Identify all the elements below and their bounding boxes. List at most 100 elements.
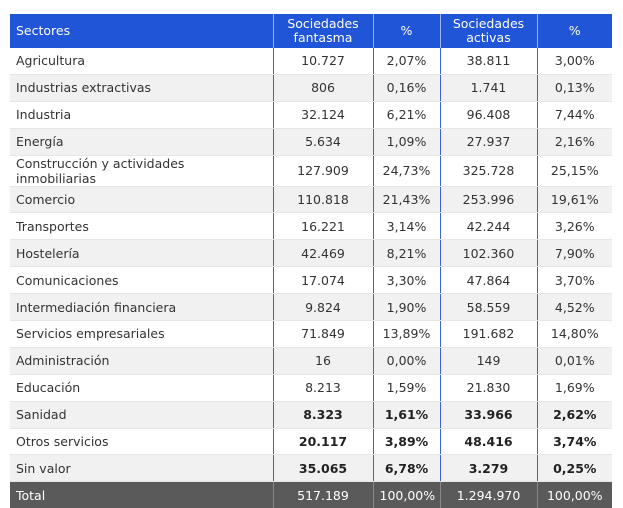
- value-cell: 3,30%: [372, 266, 440, 295]
- table-row: Sin valor 35.065 6,78% 3.279 0,25%: [10, 454, 612, 483]
- value-cell: 1,61%: [372, 401, 440, 429]
- value-cell: 6,78%: [372, 454, 440, 483]
- value-cell: 13,89%: [372, 320, 440, 348]
- header-cell: Sectores: [10, 14, 273, 48]
- value-cell: 1.741: [439, 74, 537, 102]
- value-cell: 25,15%: [536, 155, 612, 187]
- value-cell: 20.117: [272, 428, 373, 456]
- value-cell: 2,16%: [536, 128, 612, 156]
- value-cell: 0,01%: [536, 347, 612, 375]
- header-cell: Sociedades fantasma: [272, 14, 373, 48]
- total-cell: 1.294.970: [439, 481, 537, 508]
- value-cell: 127.909: [272, 155, 373, 187]
- sector-cell: Energía: [10, 128, 273, 156]
- value-cell: 58.559: [439, 293, 537, 322]
- value-cell: 3,26%: [536, 212, 612, 241]
- table-row: Transportes 16.221 3,14% 42.244 3,26%: [10, 212, 612, 241]
- sector-cell: Otros servicios: [10, 428, 273, 456]
- value-cell: 1,69%: [536, 374, 612, 402]
- value-cell: 0,13%: [536, 74, 612, 102]
- value-cell: 21.830: [439, 374, 537, 402]
- value-cell: 806: [272, 74, 373, 102]
- table-row: Comercio 110.818 21,43% 253.996 19,61%: [10, 186, 612, 214]
- table-row: Intermediación financiera 9.824 1,90% 58.55…: [10, 293, 612, 322]
- value-cell: 7,44%: [536, 101, 612, 129]
- value-cell: 19,61%: [536, 186, 612, 214]
- header-row: Sectores Sociedades fantasma% Sociedades a…: [10, 14, 612, 48]
- value-cell: 32.124: [272, 101, 373, 129]
- sector-cell: Servicios empresariales: [10, 320, 273, 348]
- header-cell: %: [372, 14, 440, 48]
- value-cell: 1,09%: [372, 128, 440, 156]
- sector-cell: Industria: [10, 101, 273, 129]
- table-row: Energía 5.634 1,09% 27.937 2,16%: [10, 128, 612, 156]
- value-cell: 24,73%: [372, 155, 440, 187]
- value-cell: 0,16%: [372, 74, 440, 102]
- value-cell: 325.728: [439, 155, 537, 187]
- total-row: Total 517.189 100,00% 1.294.970 100,00%: [10, 481, 612, 508]
- value-cell: 8,21%: [372, 239, 440, 268]
- sector-cell: Sanidad: [10, 401, 273, 429]
- value-cell: 71.849: [272, 320, 373, 348]
- table-row: Educación 8.213 1,59% 21.830 1,69%: [10, 374, 612, 402]
- value-cell: 7,90%: [536, 239, 612, 268]
- sector-cell: Comunicaciones: [10, 266, 273, 295]
- value-cell: 9.824: [272, 293, 373, 322]
- value-cell: 47.864: [439, 266, 537, 295]
- sector-cell: Educación: [10, 374, 273, 402]
- sector-cell: Comercio: [10, 186, 273, 214]
- sector-cell: Administración: [10, 347, 273, 375]
- value-cell: 42.469: [272, 239, 373, 268]
- data-table: Sectores Sociedades fantasma% Sociedades a…: [10, 14, 612, 508]
- sector-cell: Sin valor: [10, 454, 273, 483]
- value-cell: 8.213: [272, 374, 373, 402]
- value-cell: 38.811: [439, 48, 537, 75]
- value-cell: 0,00%: [372, 347, 440, 375]
- total-cell: 100,00%: [372, 481, 440, 508]
- value-cell: 4,52%: [536, 293, 612, 322]
- table-row: Otros servicios 20.117 3,89% 48.416 3,74%: [10, 428, 612, 456]
- value-cell: 110.818: [272, 186, 373, 214]
- value-cell: 3,89%: [372, 428, 440, 456]
- header-cell: %: [536, 14, 612, 48]
- value-cell: 3,14%: [372, 212, 440, 241]
- value-cell: 191.682: [439, 320, 537, 348]
- value-cell: 27.937: [439, 128, 537, 156]
- sector-cell: Agricultura: [10, 48, 273, 75]
- total-cell: 100,00%: [536, 481, 612, 508]
- value-cell: 21,43%: [372, 186, 440, 214]
- value-cell: 102.360: [439, 239, 537, 268]
- value-cell: 149: [439, 347, 537, 375]
- value-cell: 14,80%: [536, 320, 612, 348]
- value-cell: 2,07%: [372, 48, 440, 75]
- value-cell: 1,90%: [372, 293, 440, 322]
- value-cell: 48.416: [439, 428, 537, 456]
- value-cell: 3,70%: [536, 266, 612, 295]
- table-row: Sanidad 8.323 1,61% 33.966 2,62%: [10, 401, 612, 429]
- value-cell: 3.279: [439, 454, 537, 483]
- table-row: Servicios empresariales 71.849 13,89% 191.6…: [10, 320, 612, 348]
- value-cell: 253.996: [439, 186, 537, 214]
- value-cell: 10.727: [272, 48, 373, 75]
- sector-cell: Industrias extractivas: [10, 74, 273, 102]
- value-cell: 16: [272, 347, 373, 375]
- value-cell: 1,59%: [372, 374, 440, 402]
- value-cell: 33.966: [439, 401, 537, 429]
- total-cell: Total: [10, 481, 273, 508]
- value-cell: 3,74%: [536, 428, 612, 456]
- value-cell: 16.221: [272, 212, 373, 241]
- total-cell: 517.189: [272, 481, 373, 508]
- table-row: Hostelería 42.469 8,21% 102.360 7,90%: [10, 239, 612, 268]
- value-cell: 0,25%: [536, 454, 612, 483]
- value-cell: 42.244: [439, 212, 537, 241]
- table-row: Industrias extractivas 806 0,16% 1.741 0,13%: [10, 74, 612, 102]
- header-cell: Sociedades activas: [439, 14, 537, 48]
- value-cell: 35.065: [272, 454, 373, 483]
- sector-cell: Construcción y actividades inmobiliarias: [10, 155, 273, 187]
- table-row: Administración 16 0,00% 149 0,01%: [10, 347, 612, 375]
- value-cell: 2,62%: [536, 401, 612, 429]
- table-row: Industria 32.124 6,21% 96.408 7,44%: [10, 101, 612, 129]
- table-container: Sectores Sociedades fantasma% Sociedades a…: [10, 14, 612, 508]
- value-cell: 8.323: [272, 401, 373, 429]
